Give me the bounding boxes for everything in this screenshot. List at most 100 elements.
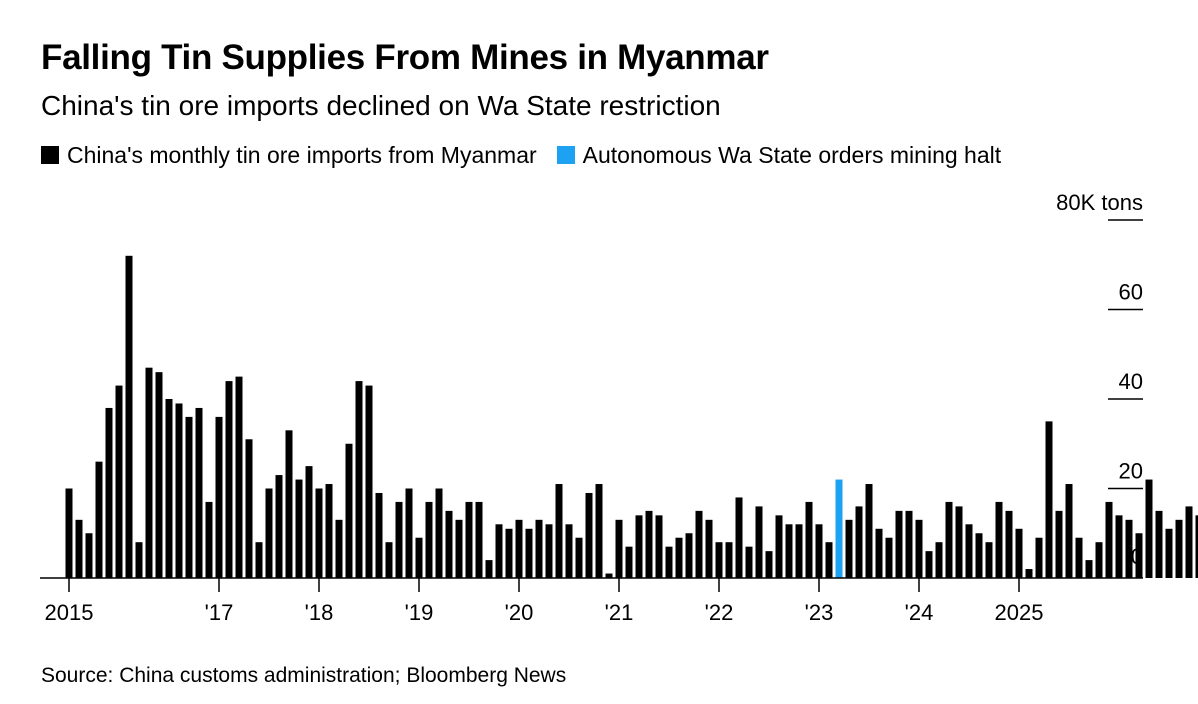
bar — [405, 488, 413, 578]
bar — [725, 542, 733, 578]
bar — [255, 542, 263, 578]
bar — [185, 416, 193, 578]
legend-item-imports: China's monthly tin ore imports from Mya… — [41, 142, 537, 169]
bar — [75, 519, 83, 578]
bar — [1095, 542, 1103, 578]
bar — [345, 443, 353, 578]
bar — [1065, 484, 1073, 578]
bar — [245, 439, 253, 578]
y-tick-label-60: 60 — [1119, 280, 1143, 305]
bar — [645, 510, 653, 578]
bar — [325, 484, 333, 578]
bar — [115, 385, 123, 578]
chart-title: Falling Tin Supplies From Mines in Myanm… — [41, 38, 769, 77]
bar — [1135, 533, 1143, 578]
bar — [635, 515, 643, 578]
bar — [945, 501, 953, 578]
bar — [655, 515, 663, 578]
bar — [535, 519, 543, 578]
bar — [815, 524, 823, 578]
x-tick-label: 2015 — [45, 600, 94, 625]
bar — [545, 524, 553, 578]
bar-highlight — [835, 479, 843, 578]
legend-item-mining-halt: Autonomous Wa State orders mining halt — [556, 141, 1002, 169]
bar — [515, 519, 523, 578]
x-tick-label: '18 — [305, 600, 334, 625]
bar — [1145, 479, 1153, 578]
bar — [595, 484, 603, 578]
bar — [825, 542, 833, 578]
bar — [215, 416, 223, 578]
bar — [875, 528, 883, 578]
bar — [925, 551, 933, 578]
bar — [445, 510, 453, 578]
legend-label-mining-halt: Autonomous Wa State orders mining halt — [582, 141, 1002, 168]
bar — [1195, 515, 1198, 578]
bar — [955, 506, 963, 578]
bar — [885, 537, 893, 578]
bar — [175, 403, 183, 578]
bar — [1055, 510, 1063, 578]
chart-subtitle: China's tin ore imports declined on Wa S… — [41, 90, 721, 121]
bar — [585, 492, 593, 578]
x-axis: 2015 '17 '18 '19 '20 '21 '22 '23 '24 2025 — [40, 577, 1143, 625]
bar — [295, 479, 303, 578]
bar — [705, 519, 713, 578]
bar — [85, 533, 93, 578]
bar — [135, 542, 143, 578]
bar — [895, 510, 903, 578]
bar — [475, 501, 483, 578]
bar — [1125, 519, 1133, 578]
y-axis-ticks: 80K tons6040200 — [1056, 190, 1143, 569]
y-tick-label-20: 20 — [1119, 459, 1143, 484]
bar — [1155, 510, 1163, 578]
bar — [265, 488, 273, 578]
bar-series — [65, 255, 1198, 579]
x-tick-label: '20 — [505, 600, 534, 625]
bar — [845, 519, 853, 578]
x-tick-label: '19 — [405, 600, 434, 625]
bar — [235, 376, 243, 578]
bar — [285, 430, 293, 578]
bar — [605, 573, 613, 578]
bar — [775, 515, 783, 578]
bar — [495, 524, 503, 578]
bar — [625, 546, 633, 578]
x-tick-label: '21 — [605, 600, 634, 625]
bar — [415, 537, 423, 578]
bar — [485, 560, 493, 578]
bar — [995, 501, 1003, 578]
y-tick-label-40: 40 — [1119, 369, 1143, 394]
bar — [935, 542, 943, 578]
bar — [195, 407, 203, 578]
bar — [355, 381, 363, 578]
x-tick-label: 2025 — [995, 600, 1044, 625]
bar — [1185, 506, 1193, 578]
bar — [455, 519, 463, 578]
x-tick-label: '17 — [205, 600, 234, 625]
bar — [695, 510, 703, 578]
bar — [765, 551, 773, 578]
bar — [855, 506, 863, 578]
bar — [155, 372, 163, 578]
bar — [1025, 569, 1033, 578]
bar — [165, 399, 173, 578]
bar — [1035, 537, 1043, 578]
bar — [1075, 537, 1083, 578]
bar — [805, 501, 813, 578]
x-tick-label: '22 — [705, 600, 734, 625]
bar — [315, 488, 323, 578]
bar — [335, 519, 343, 578]
bar — [275, 475, 283, 578]
bar — [975, 533, 983, 578]
bar — [435, 488, 443, 578]
bar — [1015, 528, 1023, 578]
source-note: Source: China customs administration; Bl… — [41, 664, 567, 687]
bar — [735, 497, 743, 578]
legend-swatch-mining-halt — [556, 146, 575, 164]
bar — [1175, 519, 1183, 578]
bar — [205, 501, 213, 578]
bar — [675, 537, 683, 578]
bar — [555, 484, 563, 578]
